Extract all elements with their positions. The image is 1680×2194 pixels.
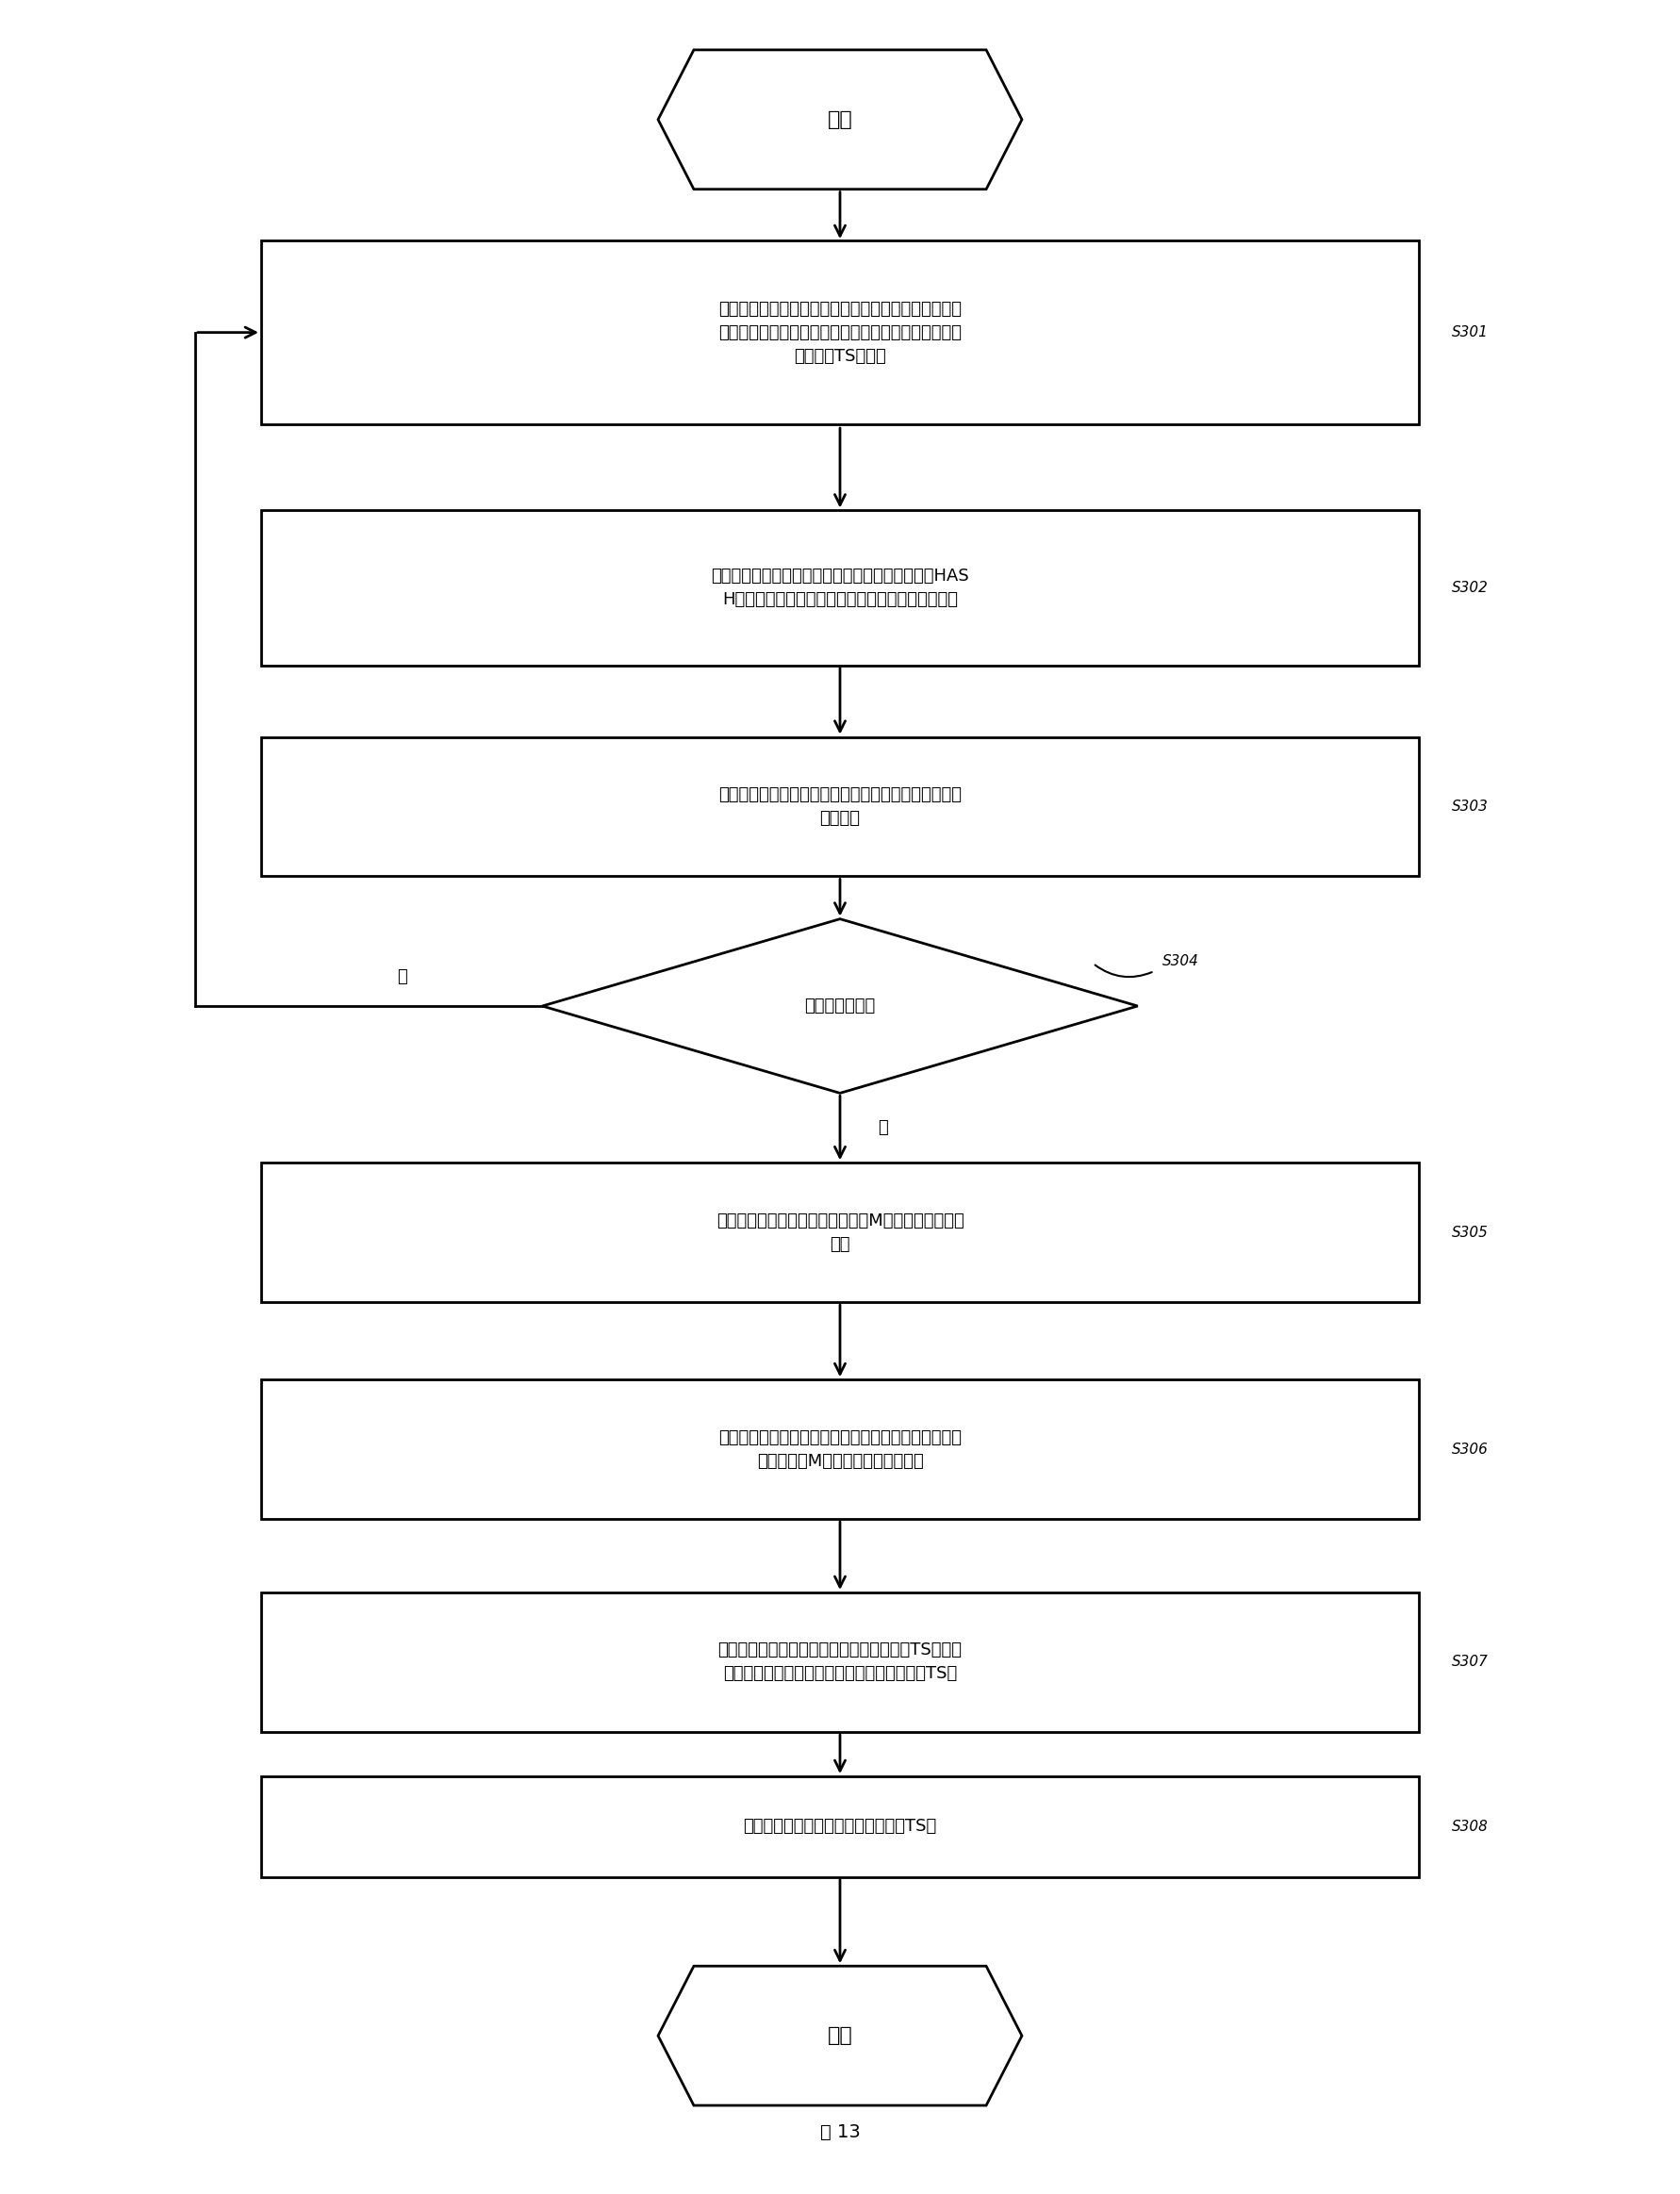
Text: S306: S306	[1452, 1441, 1488, 1457]
Bar	[260, 737, 1420, 875]
Text: S305: S305	[1452, 1226, 1488, 1240]
Text: 开始: 开始	[827, 110, 853, 129]
Polygon shape	[659, 1966, 1021, 2106]
Bar	[260, 1380, 1420, 1518]
Bar	[260, 1163, 1420, 1303]
Text: S302: S302	[1452, 581, 1488, 595]
Text: 是: 是	[879, 1119, 889, 1136]
Text: 机顶盒将所述回放检验文件与读取的所述录制校验文件
进行匹配: 机顶盒将所述回放检验文件与读取的所述录制校验文件 进行匹配	[719, 785, 961, 827]
Text: 图 13: 图 13	[820, 2124, 860, 2141]
Text: 机顶盒将第二随机数作为第三密鑰，对所述TS流文件
进行对称解密，获得所请求回放的录制节目的TS流: 机顶盒将第二随机数作为第三密鑰，对所述TS流文件 进行对称解密，获得所请求回放的…	[717, 1641, 963, 1683]
Bar	[260, 1777, 1420, 1878]
Text: 当接收到用户的录制节目回放请求时，机顶盒从存储设
备中读取所请求回放的录制节目的元数据文件、录制校
验文件及TS流文件: 当接收到用户的录制节目回放请求时，机顶盒从存储设 备中读取所请求回放的录制节目的…	[719, 301, 961, 364]
Text: S303: S303	[1452, 799, 1488, 814]
Text: 机顶盒解析所述元数据文件，获得M字节长度的第一随
机数: 机顶盒解析所述元数据文件，获得M字节长度的第一随 机数	[716, 1213, 964, 1253]
Text: S304: S304	[1163, 954, 1200, 968]
Text: S307: S307	[1452, 1654, 1488, 1670]
Polygon shape	[659, 50, 1021, 189]
Text: S301: S301	[1452, 325, 1488, 340]
Bar	[260, 1593, 1420, 1731]
Bar	[260, 511, 1420, 665]
Text: 否: 否	[396, 968, 407, 985]
Bar	[260, 241, 1420, 423]
Text: 是否匹配成功？: 是否匹配成功？	[805, 998, 875, 1014]
Text: 机顶盒采用预置的第二密鑰对所述元数据文件进行HAS
H加密，获得所请求回放的录制节目的回放校验文件: 机顶盒采用预置的第二密鑰对所述元数据文件进行HAS H加密，获得所请求回放的录制…	[711, 568, 969, 608]
Polygon shape	[543, 919, 1137, 1093]
Text: 机顶盒采用预置的第一密鑰对所述第一随机数进行对称
加密，获得M字节长度的第二随机数: 机顶盒采用预置的第一密鑰对所述第一随机数进行对称 加密，获得M字节长度的第二随机…	[719, 1428, 961, 1470]
Text: S308: S308	[1452, 1819, 1488, 1834]
Text: 结束: 结束	[827, 2027, 853, 2045]
Text: 机顶盒播放所请求回放的录制节目的TS流: 机顶盒播放所请求回放的录制节目的TS流	[743, 1819, 937, 1834]
